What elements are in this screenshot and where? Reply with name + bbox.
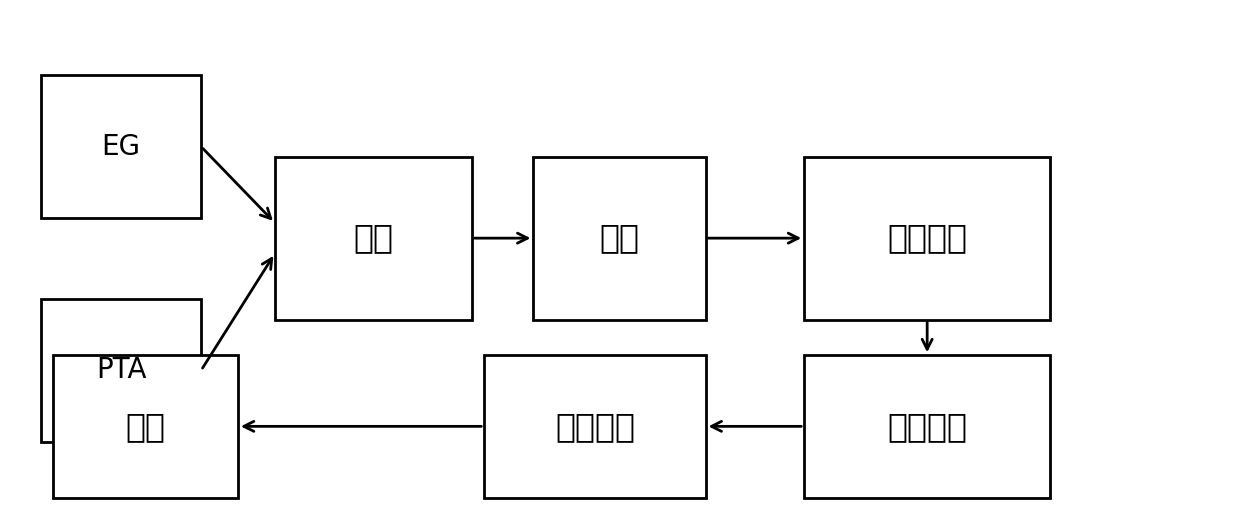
Bar — [41, 299, 201, 442]
Bar — [484, 355, 706, 497]
Text: 切片输送: 切片输送 — [555, 410, 634, 443]
Text: 缩聚: 缩聚 — [600, 222, 639, 255]
Text: 固相增粘: 固相增粘 — [887, 410, 968, 443]
Text: EG: EG — [102, 132, 140, 161]
Bar — [41, 75, 201, 218]
Text: 纺丝: 纺丝 — [125, 410, 166, 443]
Text: PTA: PTA — [95, 356, 146, 385]
Bar — [275, 157, 472, 320]
Bar — [804, 157, 1051, 320]
Bar — [53, 355, 238, 497]
Text: 酯化: 酯化 — [353, 222, 393, 255]
Text: 冷却切粒: 冷却切粒 — [887, 222, 968, 255]
Bar — [533, 157, 706, 320]
Bar — [804, 355, 1051, 497]
